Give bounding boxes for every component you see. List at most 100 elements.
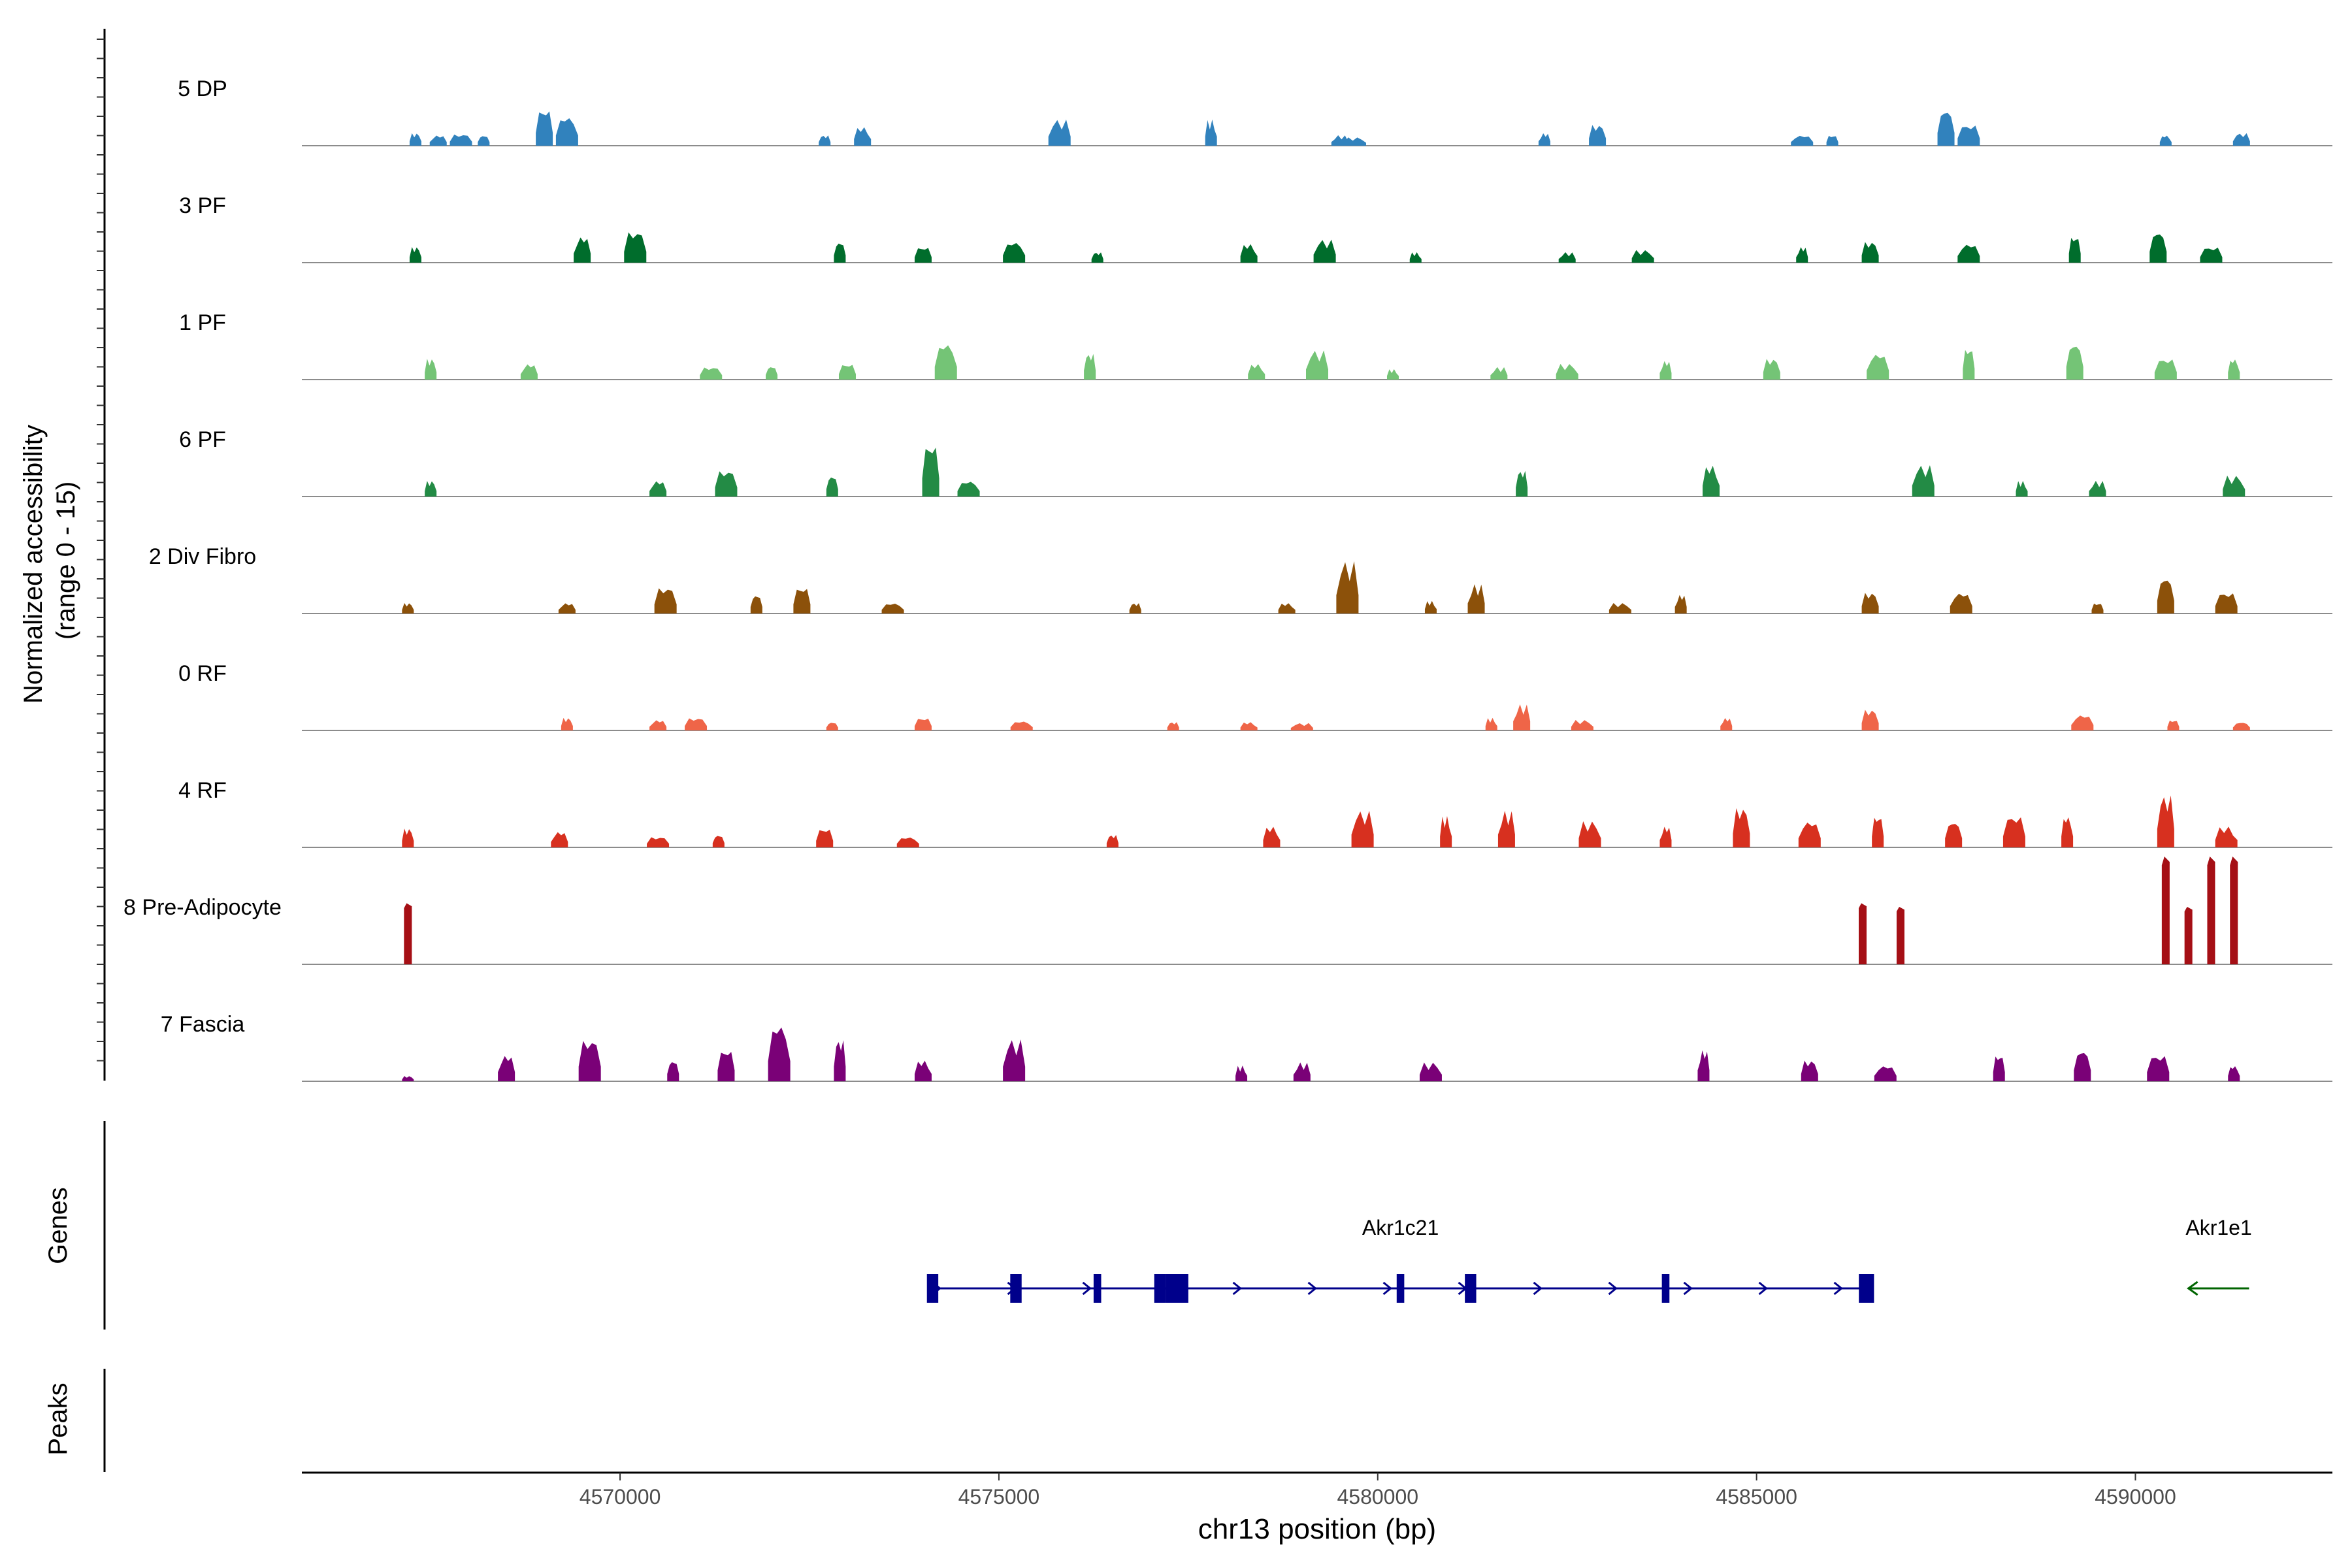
peak bbox=[750, 596, 762, 613]
peak bbox=[1589, 125, 1607, 146]
peak bbox=[1697, 1050, 1710, 1081]
strand-arrow bbox=[1683, 1281, 1693, 1296]
peak bbox=[766, 367, 778, 380]
peak bbox=[2061, 817, 2074, 847]
peak bbox=[717, 1052, 735, 1081]
exon bbox=[1166, 1274, 1188, 1303]
peak bbox=[1703, 465, 1720, 497]
strand-arrow bbox=[1082, 1281, 1092, 1296]
peak bbox=[881, 604, 904, 613]
peak bbox=[1003, 1039, 1026, 1081]
peak bbox=[2074, 1053, 2091, 1081]
x-axis-ticks: 4570000 4575000 4580000 4585000 4590000 bbox=[580, 1473, 2176, 1509]
peak bbox=[1003, 243, 1026, 263]
strand-arrow bbox=[1382, 1281, 1392, 1296]
peak bbox=[834, 1040, 846, 1081]
peak bbox=[1386, 369, 1399, 380]
peak bbox=[1945, 824, 1963, 847]
peak bbox=[520, 364, 538, 380]
gene-label: Akr1e1 bbox=[2185, 1216, 2251, 1239]
peak bbox=[1571, 720, 1593, 730]
peak bbox=[2232, 723, 2250, 730]
peak bbox=[1993, 1056, 2005, 1081]
peak bbox=[2089, 481, 2106, 497]
peak bbox=[536, 111, 553, 146]
peak bbox=[647, 837, 670, 847]
x-tick-label: 4580000 bbox=[1337, 1485, 1418, 1509]
peak bbox=[1861, 242, 1879, 263]
peak bbox=[649, 720, 667, 730]
x-tick-label: 4570000 bbox=[580, 1485, 661, 1509]
track-7-fascia: 7 Fascia bbox=[161, 1012, 2332, 1082]
peak bbox=[957, 482, 980, 497]
peak bbox=[1796, 247, 1808, 263]
peak bbox=[1896, 907, 1904, 964]
peak bbox=[819, 135, 831, 146]
peak bbox=[1409, 252, 1422, 263]
peak bbox=[712, 836, 725, 847]
gene-akr1c21: Akr1c21 bbox=[926, 1216, 1874, 1303]
peak bbox=[914, 248, 932, 263]
peak bbox=[1609, 603, 1631, 613]
peak bbox=[1912, 465, 1935, 497]
peak bbox=[1351, 811, 1374, 847]
peak bbox=[498, 1056, 515, 1081]
x-tick-label: 4590000 bbox=[2095, 1485, 2176, 1509]
peak bbox=[2157, 580, 2174, 613]
track-label: 4 RF bbox=[178, 778, 227, 803]
peak bbox=[2184, 907, 2193, 964]
peak bbox=[1336, 561, 1359, 613]
peak bbox=[1631, 250, 1654, 263]
peaks-panel-label: Peaks bbox=[44, 1382, 73, 1455]
peak bbox=[1578, 821, 1601, 847]
track-label: 8 Pre-Adipocyte bbox=[123, 895, 282, 920]
peak bbox=[2228, 359, 2240, 380]
peak bbox=[2159, 135, 2172, 146]
peak bbox=[551, 832, 568, 847]
peak bbox=[1048, 120, 1071, 146]
peak bbox=[1957, 125, 1980, 146]
peak bbox=[561, 717, 573, 730]
peak bbox=[816, 830, 834, 847]
peak bbox=[1861, 710, 1879, 730]
peak bbox=[1872, 817, 1884, 847]
strand-arrow bbox=[1833, 1281, 1843, 1296]
peak bbox=[1558, 252, 1576, 263]
peak bbox=[1306, 350, 1328, 380]
track-label: 2 Div Fibro bbox=[149, 544, 256, 569]
strand-arrow bbox=[1533, 1281, 1543, 1296]
peak bbox=[685, 718, 708, 730]
peak bbox=[1248, 364, 1266, 380]
peak bbox=[1440, 816, 1452, 847]
gene-track: Akr1c21 Akr1e1 bbox=[926, 1216, 2252, 1303]
peak bbox=[1240, 722, 1258, 730]
strand-arrow bbox=[1232, 1281, 1242, 1296]
track-5-dp: 5 DP bbox=[178, 76, 2332, 146]
peak bbox=[1485, 717, 1497, 730]
track-0-rf: 0 RF bbox=[178, 661, 2332, 731]
peak bbox=[1538, 133, 1550, 146]
track-1-pf: 1 PF bbox=[179, 310, 2332, 380]
track-3-pf: 3 PF bbox=[179, 193, 2332, 263]
peak bbox=[1343, 137, 1366, 146]
peak bbox=[715, 471, 738, 497]
exon bbox=[1661, 1274, 1670, 1303]
gene-label: Akr1c21 bbox=[1362, 1216, 1439, 1239]
peak bbox=[1424, 600, 1437, 613]
peak bbox=[1240, 244, 1258, 263]
peak bbox=[2157, 795, 2174, 847]
peak bbox=[1293, 1062, 1311, 1081]
peak bbox=[834, 243, 846, 263]
peak bbox=[1791, 135, 1814, 146]
peak bbox=[402, 1076, 414, 1081]
y-axis-title-line-1: Normalized accessibility bbox=[19, 425, 48, 704]
peak bbox=[2002, 817, 2025, 847]
peak bbox=[2066, 346, 2083, 380]
peak bbox=[2228, 1066, 2240, 1081]
peak bbox=[425, 359, 437, 380]
peak bbox=[558, 603, 576, 613]
peak bbox=[1490, 367, 1508, 380]
peak bbox=[1874, 1066, 1897, 1081]
peak bbox=[1467, 584, 1485, 613]
